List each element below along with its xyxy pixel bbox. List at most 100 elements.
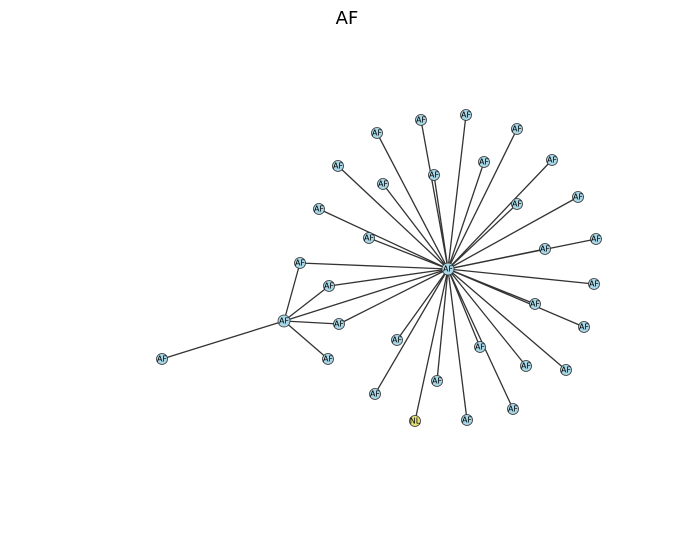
node-circle	[431, 375, 443, 387]
graph-edge	[283, 262, 301, 322]
node-circle	[371, 127, 383, 139]
node-circle	[588, 278, 600, 290]
graph-node-n11: AF	[572, 191, 584, 203]
graph-edge	[447, 159, 553, 270]
node-circle	[409, 415, 421, 427]
node-label: AF	[323, 355, 333, 364]
graph-node-n5: AF	[546, 154, 558, 166]
graph-node-n16: AF	[588, 278, 600, 290]
node-label: AF	[429, 171, 439, 180]
graph-edge	[447, 128, 518, 270]
node-circle	[578, 321, 590, 333]
graph-edge	[161, 320, 285, 360]
graph-node-sub: AF	[277, 314, 291, 328]
graph-edge	[283, 320, 329, 360]
node-label: AF	[530, 300, 540, 309]
graph-edge	[447, 268, 514, 410]
graph-node-n24: AF	[156, 353, 168, 365]
graph-edge	[328, 268, 449, 287]
graph-edge	[447, 203, 518, 270]
graph-node-n17: AF	[529, 298, 541, 310]
node-circle	[461, 414, 473, 426]
node-circle	[332, 160, 344, 172]
graph-node-n27: AF	[333, 318, 345, 330]
graph-node-n20: AF	[520, 360, 532, 372]
graph-node-n6: AF	[332, 160, 344, 172]
graph-node-n19: AF	[474, 341, 486, 353]
graph-node-n18: AF	[578, 321, 590, 333]
node-label: AF	[591, 235, 601, 244]
graph-node-n32: AF	[322, 353, 334, 365]
graph-edge	[382, 183, 449, 270]
graph-node-n10: AF	[511, 198, 523, 210]
node-circle	[546, 154, 558, 166]
node-label: AF	[547, 156, 557, 165]
node-label: AF	[157, 355, 167, 364]
graph-node-nl: NL	[409, 415, 421, 427]
graph-edge	[447, 268, 468, 421]
node-label: AF	[589, 280, 599, 289]
graph-node-n21: AF	[560, 364, 572, 376]
node-circle	[333, 318, 345, 330]
graph-node-n7: AF	[377, 178, 389, 190]
node-label: AF	[416, 116, 426, 125]
node-circle	[460, 109, 472, 121]
graph-node-n25: AF	[294, 257, 306, 269]
node-circle	[539, 243, 551, 255]
node-circle	[369, 388, 381, 400]
graph-edge	[420, 119, 449, 270]
graph-edge	[414, 268, 449, 422]
graph-edge	[299, 262, 449, 270]
graph-node-n12: AF	[313, 203, 325, 215]
node-label: AF	[372, 129, 382, 138]
node-label: AF	[279, 317, 289, 326]
node-circle	[590, 233, 602, 245]
graph-edge	[447, 268, 527, 367]
node-label: AF	[512, 200, 522, 209]
node-label: AF	[334, 320, 344, 329]
graph-edge	[374, 268, 449, 395]
graph-edge	[433, 174, 449, 270]
graph-edge	[447, 161, 485, 270]
node-circle	[511, 198, 523, 210]
node-circle	[507, 403, 519, 415]
graph-node-hub: AF	[441, 262, 455, 276]
node-label: AF	[579, 323, 589, 332]
node-label: AF	[378, 180, 388, 189]
graph-node-n22: AF	[507, 403, 519, 415]
graph-node-n2: AF	[415, 114, 427, 126]
node-circle	[363, 232, 375, 244]
node-label: AF	[324, 282, 334, 291]
node-circle	[313, 203, 325, 215]
graph-node-n23: AF	[461, 414, 473, 426]
node-circle	[294, 257, 306, 269]
node-label: AF	[508, 405, 518, 414]
graph-node-n13: AF	[363, 232, 375, 244]
node-label: AF	[479, 158, 489, 167]
graph-edge	[376, 132, 449, 270]
node-label: AF	[392, 336, 402, 345]
node-label: AF	[432, 377, 442, 386]
node-circle	[441, 262, 455, 276]
node-label: AF	[295, 259, 305, 268]
graph-node-n29: AF	[431, 375, 443, 387]
node-label: AF	[314, 205, 324, 214]
node-circle	[572, 191, 584, 203]
graph-node-n30: AF	[369, 388, 381, 400]
node-label: AF	[521, 362, 531, 371]
graph-edge	[447, 196, 579, 270]
graph-edge	[283, 320, 340, 325]
graph-node-n26: AF	[323, 280, 335, 292]
node-circle	[391, 334, 403, 346]
graph-node-n14: AF	[539, 243, 551, 255]
graph-node-n9: AF	[478, 156, 490, 168]
node-circle	[478, 156, 490, 168]
graph-edge	[283, 285, 330, 322]
node-circle	[415, 114, 427, 126]
node-circle	[322, 353, 334, 365]
node-circle	[560, 364, 572, 376]
graph-node-n4: AF	[511, 123, 523, 135]
node-label: AF	[561, 366, 571, 375]
graph-edge	[337, 165, 449, 270]
graph-node-n3: AF	[460, 109, 472, 121]
